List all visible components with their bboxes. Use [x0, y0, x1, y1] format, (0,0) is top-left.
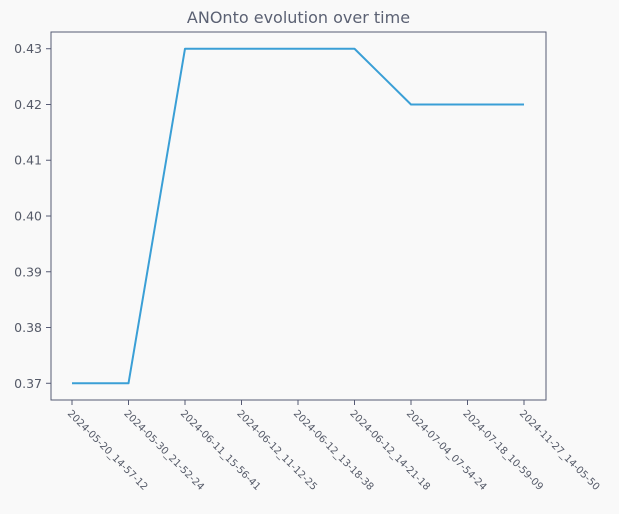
chart-title: ANOnto evolution over time	[187, 8, 410, 27]
series-layer	[72, 47, 524, 385]
y-tick-label: 0.39	[14, 264, 42, 279]
series-line	[72, 47, 524, 385]
plot-area	[50, 31, 547, 401]
y-tick-label: 0.43	[14, 41, 42, 56]
y-tick-label: 0.37	[14, 376, 42, 391]
y-tick-label: 0.42	[14, 97, 42, 112]
y-tick-label: 0.38	[14, 320, 42, 335]
y-tick-label: 0.40	[14, 209, 42, 224]
x-axis: 2024-05-20_14-57-122024-05-30_21-52-2420…	[65, 400, 601, 493]
y-axis: 0.37 0.38 0.39 0.40 0.41 0.42 0.43	[14, 41, 51, 391]
y-tick-label: 0.41	[14, 153, 42, 168]
